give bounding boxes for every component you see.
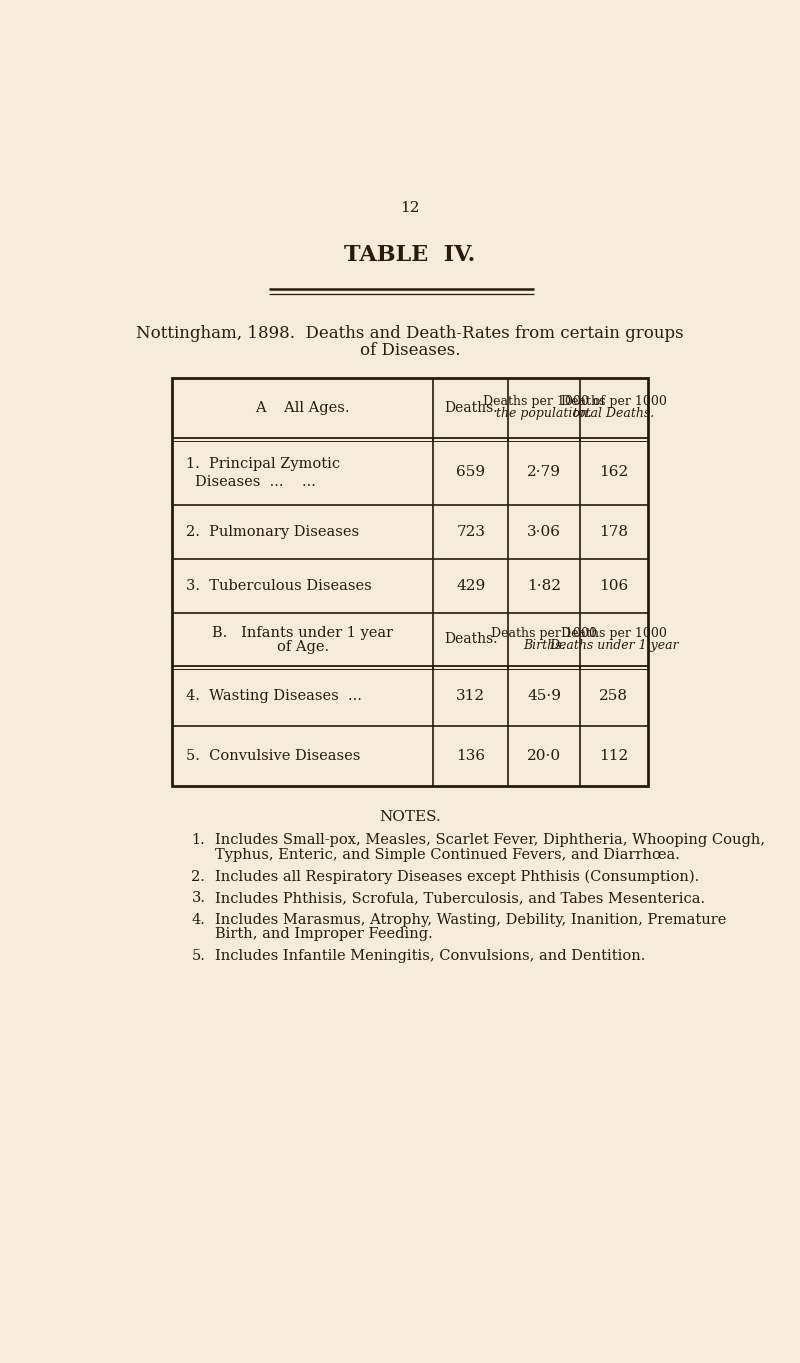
Text: 112: 112 — [599, 748, 629, 763]
Text: 429: 429 — [456, 579, 486, 593]
Text: 178: 178 — [599, 525, 628, 540]
Text: 162: 162 — [599, 465, 629, 478]
Text: 106: 106 — [599, 579, 629, 593]
Text: 312: 312 — [456, 688, 486, 703]
Text: 258: 258 — [599, 688, 628, 703]
Text: 2.  Pulmonary Diseases: 2. Pulmonary Diseases — [186, 525, 359, 540]
Text: 45·9: 45·9 — [527, 688, 561, 703]
Text: total Deaths.: total Deaths. — [573, 408, 654, 420]
Text: Includes Small-pox, Measles, Scarlet Fever, Diphtheria, Whooping Cough,: Includes Small-pox, Measles, Scarlet Fev… — [214, 833, 765, 848]
Text: TABLE  IV.: TABLE IV. — [344, 244, 476, 266]
Text: Deaths per 1000: Deaths per 1000 — [561, 395, 666, 408]
Text: 2·79: 2·79 — [527, 465, 561, 478]
Text: 4.: 4. — [191, 913, 206, 927]
Text: 1.: 1. — [191, 833, 205, 848]
Text: 4.  Wasting Diseases  ...: 4. Wasting Diseases ... — [186, 688, 362, 703]
Text: Deaths under 1 year: Deaths under 1 year — [549, 639, 678, 652]
Text: B.   Infants under 1 year: B. Infants under 1 year — [212, 626, 394, 641]
Text: Includes Phthisis, Scrofula, Tuberculosis, and Tabes Mesenterica.: Includes Phthisis, Scrofula, Tuberculosi… — [214, 891, 705, 905]
Text: 136: 136 — [456, 748, 486, 763]
Text: the population.: the population. — [496, 408, 592, 420]
Text: 2.: 2. — [191, 870, 206, 883]
Text: 12: 12 — [400, 200, 420, 214]
Text: Births.: Births. — [523, 639, 566, 652]
Text: Birth, and Improper Feeding.: Birth, and Improper Feeding. — [214, 927, 433, 942]
Text: 5.: 5. — [191, 949, 206, 964]
Text: Includes Infantile Meningitis, Convulsions, and Dentition.: Includes Infantile Meningitis, Convulsio… — [214, 949, 645, 964]
Text: 1.  Principal Zymotic: 1. Principal Zymotic — [186, 457, 340, 470]
Text: 3·06: 3·06 — [527, 525, 561, 540]
Text: NOTES.: NOTES. — [379, 811, 441, 825]
Text: Deaths.: Deaths. — [444, 401, 498, 414]
Text: Includes all Respiratory Diseases except Phthisis (Consumption).: Includes all Respiratory Diseases except… — [214, 870, 699, 885]
Text: Deaths per 1000: Deaths per 1000 — [561, 627, 666, 639]
Text: 3.: 3. — [191, 891, 206, 905]
Text: Deaths per 1000 of: Deaths per 1000 of — [483, 395, 605, 408]
Text: 5.  Convulsive Diseases: 5. Convulsive Diseases — [186, 748, 360, 763]
Text: Nottingham, 1898.  Deaths and Death-Rates from certain groups: Nottingham, 1898. Deaths and Death-Rates… — [136, 326, 684, 342]
Text: Deaths per 1000: Deaths per 1000 — [491, 627, 597, 639]
Bar — [172, 378, 648, 785]
Text: of Diseases.: of Diseases. — [360, 342, 460, 360]
Text: Includes Marasmus, Atrophy, Wasting, Debility, Inanition, Premature: Includes Marasmus, Atrophy, Wasting, Deb… — [214, 913, 726, 927]
Text: 1·82: 1·82 — [527, 579, 561, 593]
Text: A    All Ages.: A All Ages. — [255, 401, 350, 414]
Text: 723: 723 — [456, 525, 486, 540]
Text: Deaths.: Deaths. — [444, 632, 498, 646]
Text: of Age.: of Age. — [277, 641, 329, 654]
Text: 659: 659 — [456, 465, 486, 478]
Text: 3.  Tuberculous Diseases: 3. Tuberculous Diseases — [186, 579, 372, 593]
Text: Diseases  ...    ...: Diseases ... ... — [195, 476, 316, 489]
Text: Typhus, Enteric, and Simple Continued Fevers, and Diarrhœa.: Typhus, Enteric, and Simple Continued Fe… — [214, 848, 679, 861]
Text: 20·0: 20·0 — [527, 748, 561, 763]
